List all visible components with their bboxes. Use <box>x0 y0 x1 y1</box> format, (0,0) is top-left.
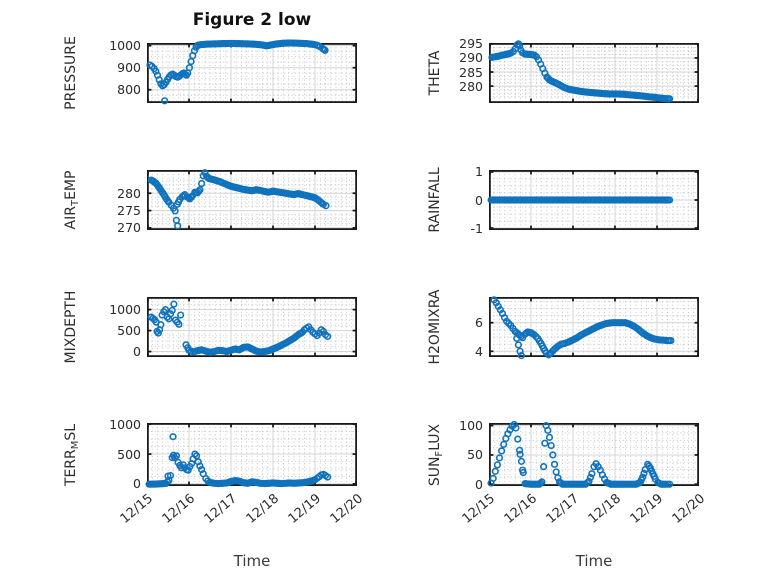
y-tick-label: 500 <box>117 446 141 462</box>
y-tick-label: -1 <box>470 220 483 236</box>
y-tick-label: 1000 <box>109 38 141 54</box>
subplot-pressure <box>146 39 357 105</box>
data-points <box>487 196 674 204</box>
grid-minor <box>147 43 357 103</box>
data-points <box>146 39 329 105</box>
y-tick-label: 290 <box>459 50 483 66</box>
y-tick-label: 900 <box>117 60 141 76</box>
y-tick-label: 50 <box>467 447 483 463</box>
data-points <box>488 40 674 103</box>
y-tick-label: 6 <box>475 315 483 331</box>
y-tick-label: 0 <box>475 476 483 492</box>
data-points <box>147 169 330 230</box>
y-tick-label: 1 <box>475 164 483 180</box>
xaxis-label-right: Time <box>575 552 613 570</box>
y-tick-label: 100 <box>459 418 483 434</box>
y-tick-label: 280 <box>459 78 483 94</box>
subplot-rainfall <box>487 169 699 231</box>
y-tick-label: 500 <box>117 323 141 339</box>
y-tick-label: 0 <box>133 344 141 360</box>
yaxis-label-terr-msl: TERRMSL <box>63 423 81 486</box>
data-points <box>147 300 332 356</box>
axes-frame <box>146 169 357 231</box>
subplot-air-temp <box>146 169 357 231</box>
y-tick-label: 275 <box>117 203 141 219</box>
figure-title: Figure 2 low <box>192 10 312 30</box>
y-tick-label: 1000 <box>109 302 141 318</box>
axes-frame <box>488 296 699 358</box>
subplot-terr-msl <box>145 422 357 488</box>
y-tick-label: 1000 <box>109 416 141 432</box>
y-tick-label: 4 <box>475 343 483 359</box>
y-tick-label: 270 <box>117 220 141 236</box>
y-tick-label: 800 <box>117 82 141 98</box>
subplot-sun-flux <box>487 420 699 488</box>
data-points <box>145 433 332 488</box>
subplot-theta <box>488 40 699 104</box>
subplot-h2omixra <box>488 296 699 360</box>
xaxis-label-left: Time <box>233 552 271 570</box>
y-tick-label: 0 <box>475 192 483 208</box>
axes-frame <box>146 296 357 358</box>
y-tick-label: 0 <box>133 476 141 492</box>
y-tick-label: 285 <box>459 64 483 80</box>
data-points <box>487 420 674 488</box>
grid-minor <box>147 423 357 486</box>
data-points <box>490 296 675 360</box>
grid-major <box>489 297 699 357</box>
grid-major <box>489 43 699 103</box>
axes-frame <box>488 42 699 104</box>
y-tick-label: 295 <box>459 36 483 52</box>
subplot-mixdepth <box>146 296 357 358</box>
y-tick-label: 280 <box>117 185 141 201</box>
yaxis-label-sun-flux: SUNFLUX <box>427 423 445 486</box>
